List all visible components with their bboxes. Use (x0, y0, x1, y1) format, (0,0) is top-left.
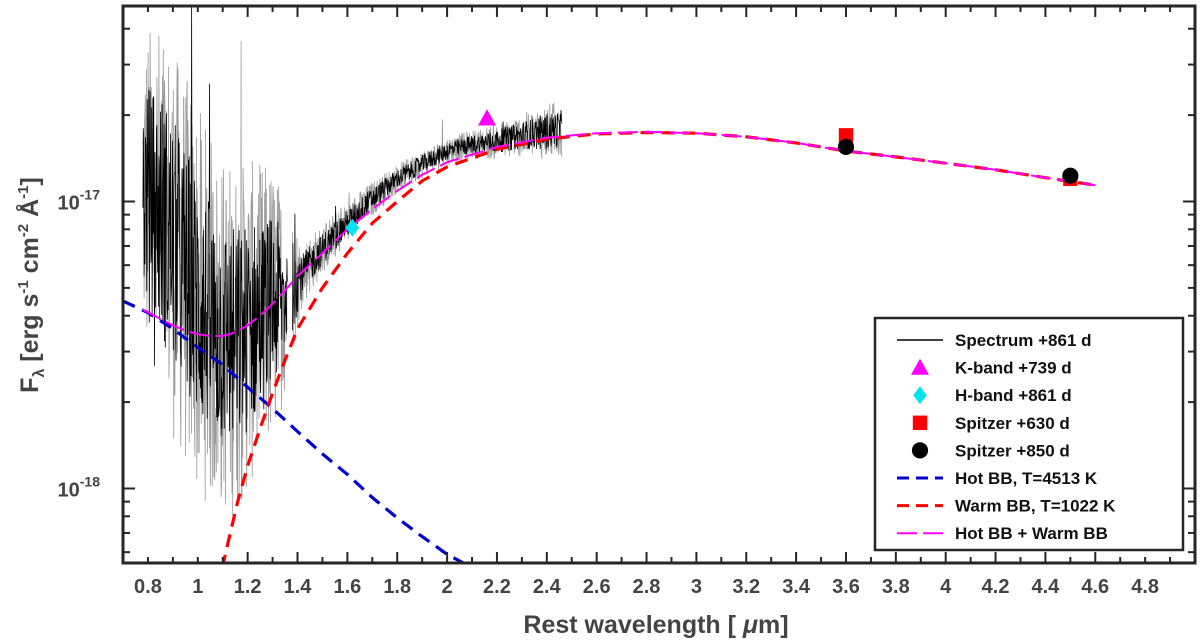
x-tick-label: 4.8 (1131, 576, 1159, 598)
marker-h-band-861-d-0 (345, 218, 360, 237)
x-tick-label: 4.6 (1081, 576, 1109, 598)
legend-warm-bb-t-1022-k-label: Warm BB, T=1022 K (955, 497, 1116, 516)
spectrum-line (142, 6, 563, 436)
legend-k-band-739-d-symbol (911, 358, 929, 375)
x-tick-label: 4.2 (982, 576, 1010, 598)
x-tick-label: 2.8 (633, 576, 661, 598)
legend-spitzer-630-d-symbol (912, 415, 928, 430)
x-tick-label: 2.2 (483, 576, 511, 598)
x-tick-label: 3.8 (882, 576, 910, 598)
legend-spectrum-861-d-label: Spectrum +861 d (955, 331, 1092, 350)
legend-h-band-861-d-symbol (913, 386, 927, 405)
x-tick-label: 1 (192, 576, 203, 598)
legend-box (873, 316, 1185, 552)
series-line-hot-bb-t-4513-k (123, 299, 467, 563)
axis-tick-labels: 0.8 1 1.2 1.4 1.6 1.8 2 2.2 2.4 2.6 2.8 3 3.2 3.4 3.6 3… (58, 187, 1160, 598)
plot-frame (121, 4, 1197, 565)
marker-spitzer-850-d-1 (1062, 167, 1079, 184)
x-tick-label: 1.8 (383, 576, 411, 598)
legend: Spectrum +861 d K-band +739 d H-band +861 … (873, 316, 1185, 552)
x-tick-label: 3.2 (732, 576, 760, 598)
y-axis-label: Fλ [erg s-1 cm-2 Å-1] (15, 177, 48, 393)
x-axis-label: Rest wavelength [ μm] (523, 611, 788, 639)
legend-spitzer-850-d-symbol (911, 442, 929, 459)
marker-spitzer-850-d-0 (837, 138, 855, 155)
series-line-hot-bb-warm-bb (142, 130, 1096, 337)
x-tick-label: 2.6 (583, 576, 611, 598)
y-tick-label: 10-17 (58, 187, 101, 215)
x-tick-label: 3 (691, 576, 702, 598)
marker-k-band-739-d-0 (477, 109, 496, 126)
x-tick-label: 4.4 (1032, 576, 1061, 598)
x-tick-label: 2.4 (533, 576, 562, 598)
legend-hot-bb-t-4513-k-label: Hot BB, T=4513 K (955, 469, 1098, 488)
legend-hot-bb-warm-bb-label: Hot BB + Warm BB (955, 524, 1108, 543)
legend-k-band-739-d-label: K-band +739 d (955, 359, 1072, 378)
x-tick-label: 1.4 (284, 576, 313, 598)
markers (345, 109, 1079, 237)
x-tick-label: 1.2 (234, 576, 262, 598)
axis-ticks (122, 6, 1196, 563)
legend-spitzer-630-d-label: Spitzer +630 d (955, 414, 1070, 433)
x-tick-label: 2 (442, 576, 453, 598)
plot-area (123, 6, 1096, 563)
x-tick-label: 0.8 (134, 576, 162, 598)
marker-spitzer-630-d-0 (838, 128, 854, 143)
x-tick-label: 4 (940, 576, 952, 598)
x-tick-label: 1.6 (333, 576, 361, 598)
legend-spitzer-850-d-label: Spitzer +850 d (955, 441, 1070, 460)
y-tick-label: 10-18 (58, 473, 101, 501)
x-tick-label: 3.4 (782, 576, 811, 598)
legend-h-band-861-d-label: H-band +861 d (955, 386, 1072, 405)
x-tick-label: 3.6 (832, 576, 860, 598)
